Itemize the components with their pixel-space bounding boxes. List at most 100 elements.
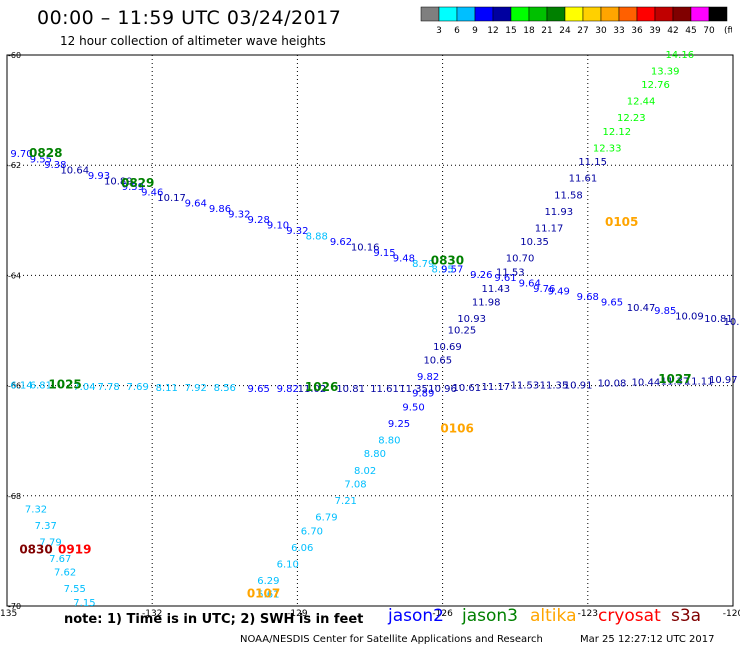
wave-height-value: 11.35 xyxy=(399,384,428,395)
wave-height-value: 11.58 xyxy=(554,190,583,201)
satellite-s3a-label: s3a xyxy=(671,606,702,626)
longitude-tick-label: -135 xyxy=(0,609,17,619)
wave-height-value: 9.93 xyxy=(88,171,110,182)
track-a: 9.709.559.3810.649.9310.899.599.4610.179… xyxy=(10,149,740,328)
wave-height-value: 11.35 xyxy=(540,380,569,391)
wave-height-value: 9.25 xyxy=(388,419,410,430)
wave-height-value: 6.70 xyxy=(301,526,323,537)
wave-height-value: 8.80 xyxy=(378,435,400,446)
credit-line: NOAA/NESDIS Center for Satellite Applica… xyxy=(240,634,543,645)
longitude-tick-label: -132 xyxy=(142,609,162,619)
wave-height-value: 13.39 xyxy=(651,66,680,77)
pass-time-label: 0828 xyxy=(29,146,62,160)
wave-height-value: 7.67 xyxy=(49,554,71,565)
longitude-tick-label: -129 xyxy=(287,609,308,619)
pass-time-label: 0107 xyxy=(247,587,280,601)
pass-time-label: 1025 xyxy=(48,377,81,391)
wave-height-value: 12.23 xyxy=(617,113,646,124)
wave-height-value: 11.61 xyxy=(370,384,399,395)
color-scale-label: 27 xyxy=(577,26,588,36)
color-scale-label: 30 xyxy=(595,26,607,36)
satellite-jason2-label: jason2 xyxy=(388,606,444,626)
wave-height-value: 9.64 xyxy=(185,199,207,210)
latitude-tick-label: -60 xyxy=(8,51,21,60)
wave-height-value: 10.91 xyxy=(564,380,593,391)
latitude-tick-label: -70 xyxy=(8,602,21,611)
wave-height-value: 7.69 xyxy=(127,382,149,393)
wave-height-value: 12.12 xyxy=(603,127,632,138)
wave-height-value: 9.64 xyxy=(519,278,541,289)
color-scale-label: 45 xyxy=(685,26,696,36)
page-subtitle: 12 hour collection of altimeter wave hei… xyxy=(60,34,326,48)
wave-height-value: 9.48 xyxy=(393,254,415,265)
latitude-tick-label: -68 xyxy=(8,492,21,501)
wave-height-value: 11.53 xyxy=(511,380,540,391)
footnote: note: 1) Time is in UTC; 2) SWH is in fe… xyxy=(64,612,364,627)
color-scale-label: 70 xyxy=(703,26,715,36)
longitude-tick-label: -126 xyxy=(432,609,453,619)
color-scale-label: 42 xyxy=(667,26,678,36)
color-scale-label: 15 xyxy=(505,26,516,36)
wave-height-value: 8.02 xyxy=(354,466,376,477)
wave-height-value: 11.43 xyxy=(482,284,511,295)
wave-height-value: 9.55 xyxy=(30,154,52,165)
wave-height-value: 8.11 xyxy=(156,383,178,394)
wave-height-value: 8.56 xyxy=(214,383,236,394)
generated-timestamp: Mar 25 12:27:12 UTC 2017 xyxy=(580,634,715,645)
wave-height-value: 9.10 xyxy=(267,221,289,232)
wave-height-value: 9.62 xyxy=(330,237,352,248)
wave-height-value: 9.26 xyxy=(470,270,492,281)
wave-height-value: 5.61 xyxy=(257,590,279,601)
wave-height-value: 6.14 xyxy=(10,380,32,391)
wave-height-value: 7.79 xyxy=(39,537,61,548)
wave-height-value: 9.49 xyxy=(548,287,570,298)
wave-height-value: 10.44 xyxy=(632,378,661,389)
track-d: 7.32 7.37 7.79 7.67 7.62 7.55 7.15 xyxy=(25,504,96,609)
wave-height-value: 7.32 xyxy=(25,504,47,515)
color-scale-swatch xyxy=(708,6,728,22)
wave-height-value: 6.81 xyxy=(30,380,52,391)
satellite-cryosat-label: cryosat xyxy=(598,606,661,626)
wave-height-value: 10.96 xyxy=(428,384,457,395)
wave-height-value: 11.53 xyxy=(496,267,525,278)
wave-height-value: 6.06 xyxy=(291,543,313,554)
wave-height-value: 11.98 xyxy=(472,298,501,309)
wave-height-value: 10.61 xyxy=(452,383,481,394)
wave-height-value: 10.16 xyxy=(351,243,380,254)
longitude-tick-label: -120 xyxy=(723,609,740,619)
wave-height-value: 7.55 xyxy=(64,584,86,595)
longitude-tick-label: -123 xyxy=(578,609,598,619)
wave-height-value: 8.88 xyxy=(306,232,328,243)
pass-time-label: 0105 xyxy=(605,215,638,229)
wave-height-value: 9.68 xyxy=(577,292,599,303)
latitude-tick-label: -64 xyxy=(8,271,21,280)
pass-time-label: 1027 xyxy=(658,372,691,386)
wave-height-value: 7.78 xyxy=(98,382,120,393)
wave-height-value: 9.76 xyxy=(533,284,555,295)
wave-height-value: 14.16 xyxy=(665,50,694,61)
wave-height-value: 11.02 xyxy=(298,384,327,395)
satellite-jason3-label: jason3 xyxy=(462,606,518,626)
wave-height-value: 11.15 xyxy=(578,157,607,168)
wave-height-value: 6.10 xyxy=(277,559,299,570)
satellite-altika-label: altika xyxy=(530,606,577,626)
wave-height-value: 10.35 xyxy=(520,237,549,248)
wave-height-value: 7.04 xyxy=(73,382,95,393)
wave-height-value: 8.79 xyxy=(412,259,434,270)
wave-height-value: 7.08 xyxy=(344,480,366,491)
wave-height-value: 9.32 xyxy=(228,210,250,221)
wave-height-value: 10.81 xyxy=(336,384,365,395)
latitude-tick-label: -62 xyxy=(8,161,21,170)
track-b: 6.146.81 7.04 7.78 7.69 8.11 7.92 8.56 9.65 9.82… xyxy=(10,375,737,395)
wave-height-value: 9.57 xyxy=(441,265,463,276)
color-scale-label: 24 xyxy=(559,26,571,36)
wave-height-value: 9.86 xyxy=(209,204,231,215)
wave-height-value: 10.69 xyxy=(433,342,462,353)
wave-height-value: 10.89 xyxy=(104,176,133,187)
wave-height-value: 12.33 xyxy=(593,143,622,154)
wave-height-value: 8.95 xyxy=(431,265,453,276)
color-scale-label: 39 xyxy=(649,26,661,36)
wave-height-value: 9.85 xyxy=(654,306,676,317)
wave-height-value: 10.93 xyxy=(457,314,486,325)
